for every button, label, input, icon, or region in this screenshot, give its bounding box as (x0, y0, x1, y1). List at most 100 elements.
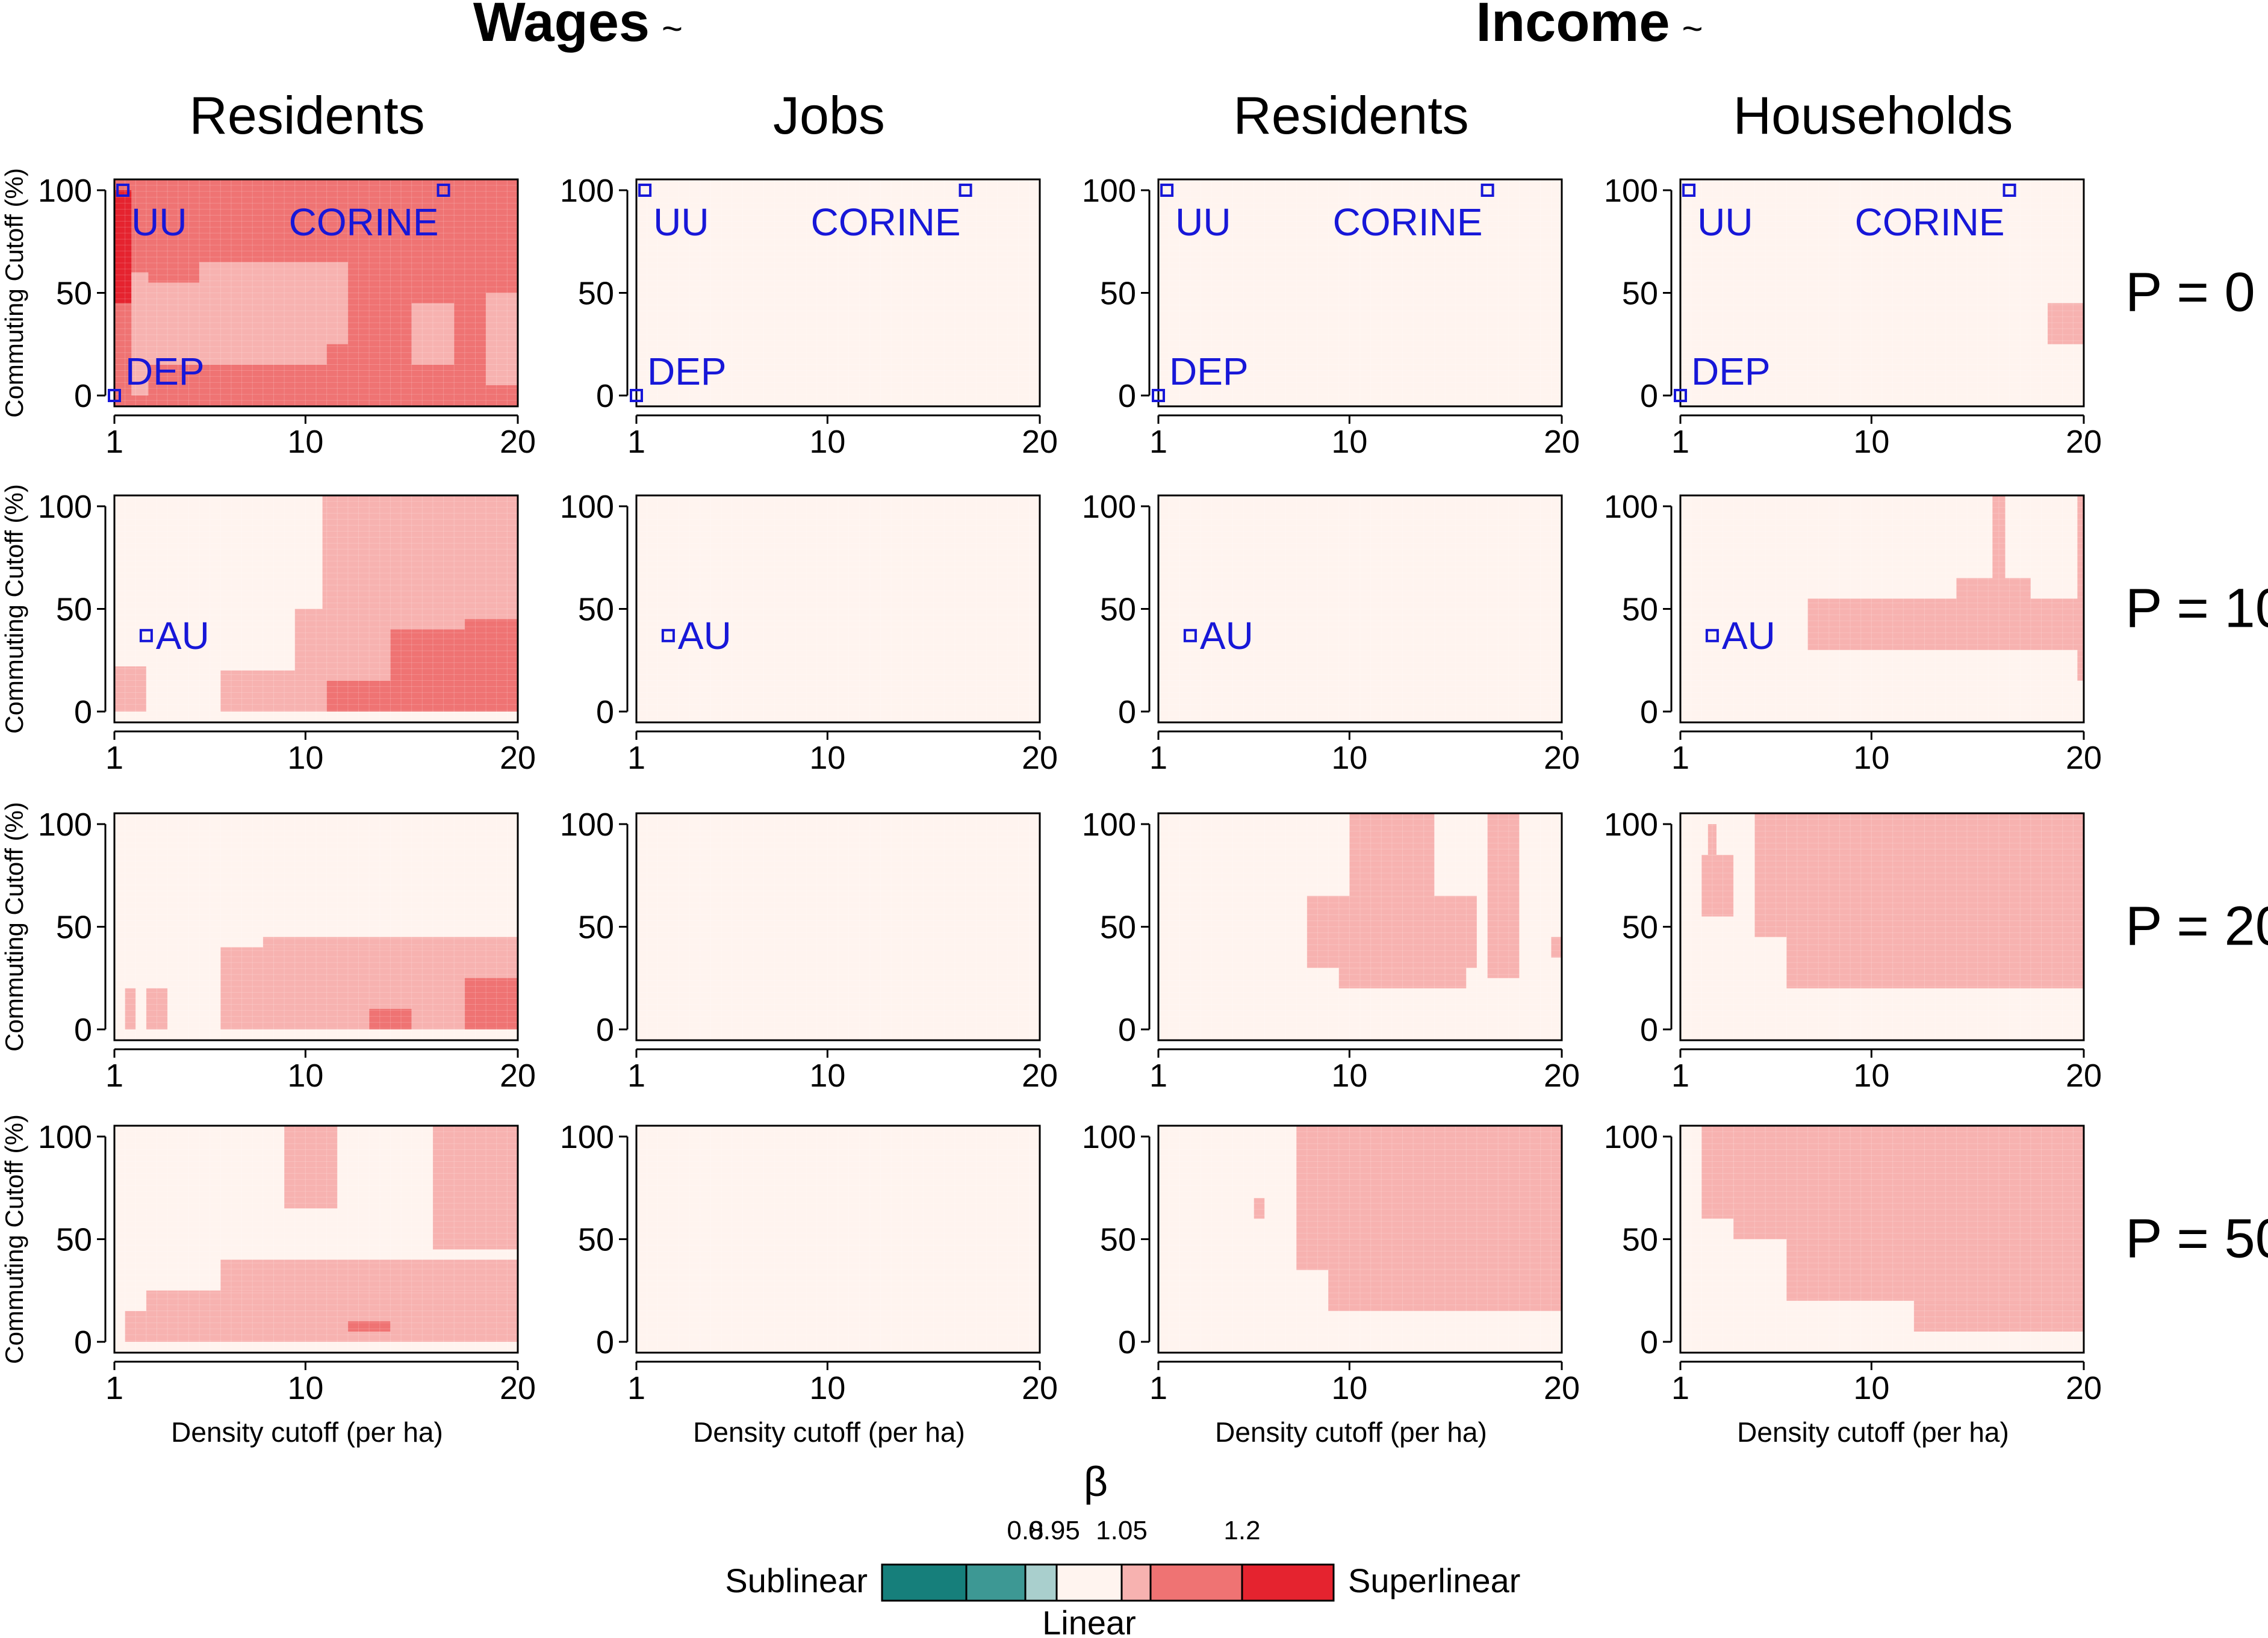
y-tick-label: 100 (1604, 807, 1658, 843)
x-axis-label: Density cutoff (per ha) (1737, 1416, 2009, 1448)
cell-grid (1680, 1126, 2084, 1353)
y-tick-label: 0 (596, 1324, 614, 1360)
heat-region (2077, 495, 2084, 681)
marker-uu (638, 184, 652, 197)
panel-border (1679, 494, 2085, 724)
legend-title: β (1084, 1458, 1108, 1505)
heat-region (1786, 1239, 2084, 1301)
x-tick-label: 1 (1671, 424, 1689, 460)
y-tick-label: 0 (74, 1012, 92, 1048)
marker-label-corine: CORINE (1333, 200, 1483, 244)
x-tick-label: 20 (1022, 424, 1058, 460)
y-tick-label: 50 (1622, 592, 1658, 628)
cell-grid (636, 179, 1040, 406)
row-header-2: P = 20 (2125, 896, 2268, 957)
panel-border (113, 1125, 519, 1354)
x-tick-label: 1 (105, 740, 123, 776)
cell-grid (636, 495, 1040, 722)
heat-region (464, 619, 518, 660)
y-tick-label: 0 (1118, 694, 1136, 730)
cell-grid (114, 179, 518, 406)
cell-grid (636, 813, 1040, 1040)
panel-r2-c3: 0 50 100 1 10 20 (1604, 807, 2102, 1094)
x-tick-label: 1 (627, 1058, 645, 1094)
cell-grid (1680, 495, 2084, 722)
y-tick-label: 50 (578, 1222, 614, 1258)
marker-corine (437, 184, 450, 197)
heat-region (1754, 813, 1787, 937)
heat-region (1701, 855, 1734, 917)
cell-grid (636, 1126, 1040, 1353)
y-axis-label: Commuting Cutoff (%) (0, 484, 28, 734)
y-tick-label: 0 (74, 694, 92, 730)
panel-background (1158, 495, 1562, 722)
panel-border (113, 494, 519, 724)
panel-background (636, 179, 1040, 406)
panel-r0-c0: 0 50 100 1 10 20 Commuting Cutoff (%) (0, 168, 536, 460)
heat-region (1338, 967, 1467, 988)
panel-r0-c2: 0 50 100 1 10 20 (1082, 173, 1580, 460)
panel-background (636, 495, 1040, 722)
heat-region (220, 670, 306, 712)
x-tick-label: 1 (627, 1370, 645, 1406)
x-tick-label: 10 (809, 1370, 845, 1406)
marker-corine (1480, 184, 1494, 197)
panel-r2-c0: 0 50 100 1 10 20 Commuting Cutoff (%) (0, 802, 536, 1094)
x-tick-label: 10 (287, 1058, 323, 1094)
panel-r3-c3: 0 50 100 1 10 20 Density cutoff (per ha) (1604, 1119, 2102, 1448)
legend-swatch (1024, 1563, 1058, 1602)
marker-dep (1674, 389, 1687, 402)
y-tick-label: 50 (1100, 592, 1136, 628)
legend-break-label: 1.05 (1096, 1516, 1148, 1545)
y-tick-label: 100 (1604, 173, 1658, 209)
panel-background (1680, 179, 2084, 406)
y-tick-label: 0 (596, 378, 614, 414)
panel-background (636, 1126, 1040, 1353)
marker-au (139, 628, 153, 642)
panel-background (636, 813, 1040, 1040)
heat-region (131, 272, 149, 396)
panel-border (635, 494, 1041, 724)
x-tick-label: 10 (1853, 1058, 1889, 1094)
heat-region (322, 495, 518, 599)
y-tick-label: 50 (1622, 276, 1658, 312)
column-header-0: Residents (189, 85, 424, 145)
y-axis-label: Commuting Cutoff (%) (0, 168, 28, 418)
heat-region (1701, 1126, 1734, 1219)
marker-label-uu: UU (131, 200, 187, 244)
y-tick-label: 50 (56, 910, 92, 946)
y-tick-label: 100 (1082, 173, 1136, 209)
marker-label-au: AU (678, 614, 732, 657)
cell-grid (114, 495, 518, 722)
cell-grid (1680, 179, 2084, 406)
x-tick-label: 20 (2066, 424, 2102, 460)
y-tick-label: 0 (74, 1324, 92, 1360)
legend-swatch (881, 1563, 968, 1602)
panel-border (1157, 494, 1563, 724)
x-tick-label: 1 (1149, 740, 1167, 776)
legend-linear-label: Linear (1042, 1604, 1136, 1638)
panel-background (1158, 179, 1562, 406)
y-tick-label: 100 (560, 1119, 614, 1155)
x-tick-label: 1 (1671, 1370, 1689, 1406)
marker-dep (630, 389, 643, 402)
heat-region (263, 937, 518, 948)
panel-border (1679, 1125, 2085, 1354)
y-tick-label: 100 (38, 807, 92, 843)
marker-dep (1152, 389, 1165, 402)
legend-break-label: 0.95 (1028, 1516, 1080, 1545)
x-axis-label: Density cutoff (per ha) (1215, 1416, 1487, 1448)
heat-region (284, 1126, 338, 1209)
x-tick-label: 10 (1853, 424, 1889, 460)
x-tick-label: 1 (627, 740, 645, 776)
x-tick-label: 10 (1331, 1370, 1367, 1406)
x-tick-label: 1 (105, 1058, 123, 1094)
legend-swatch (1055, 1563, 1123, 1602)
row-header-3: P = 50 (2125, 1208, 2268, 1270)
panel-border (113, 178, 519, 408)
panel-r1-c0: 0 50 100 1 10 20 Commuting Cutoff (%) (0, 484, 536, 776)
heat-region (432, 1126, 518, 1250)
x-tick-label: 1 (1671, 1058, 1689, 1094)
legend-swatch (965, 1563, 1027, 1602)
heat-region (114, 190, 132, 303)
